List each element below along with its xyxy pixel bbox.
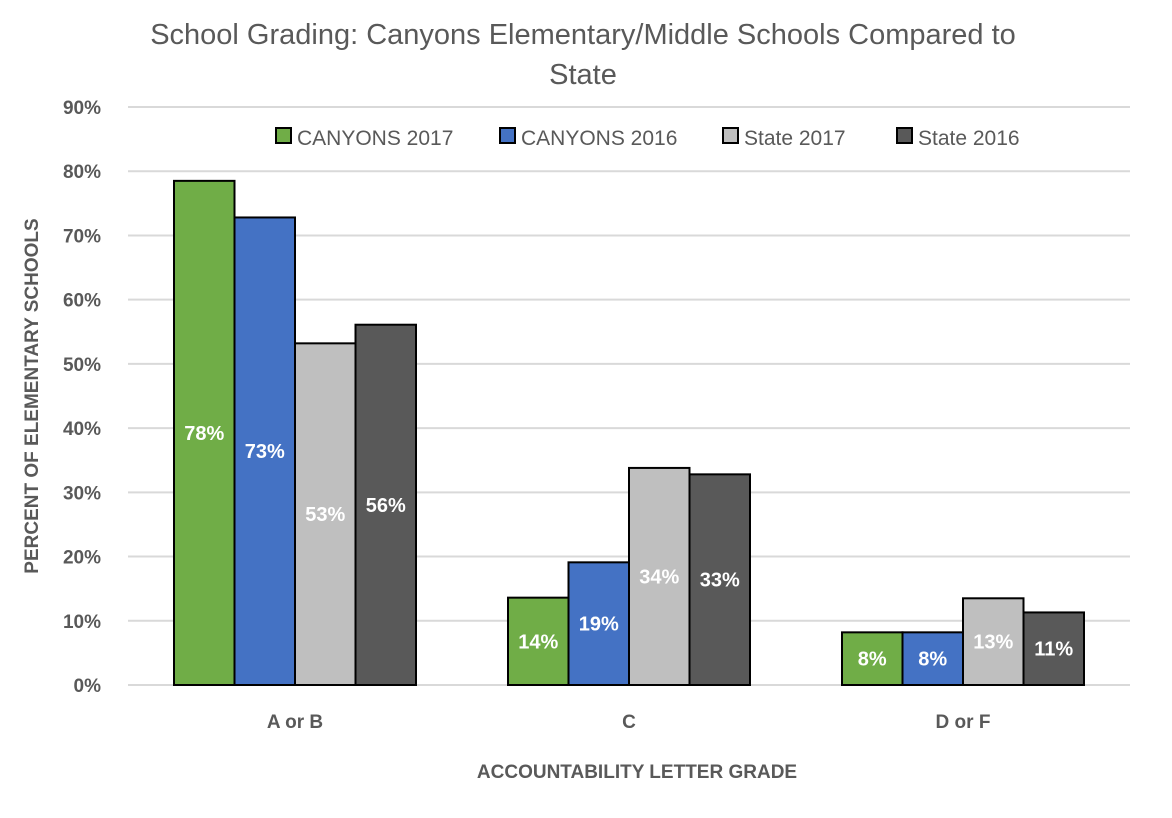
bar-canyons-2017-d-or-f bbox=[841, 631, 904, 686]
bar-state-2016-d-or-f bbox=[1022, 611, 1085, 687]
x-tick-label: A or B bbox=[267, 712, 323, 733]
data-label: 53% bbox=[305, 504, 345, 526]
y-tick-label: 60% bbox=[63, 291, 101, 312]
bars bbox=[173, 179, 1085, 687]
bar-canyons-2016-a-or-b bbox=[233, 216, 296, 686]
chart-title-line-2: State bbox=[549, 59, 617, 91]
data-label: 8% bbox=[858, 649, 887, 671]
y-tick-label: 90% bbox=[63, 98, 101, 119]
legend-swatch bbox=[896, 127, 913, 144]
bar-canyons-2016-d-or-f bbox=[901, 631, 964, 686]
bar-state-2017-d-or-f bbox=[962, 597, 1025, 686]
chart-title-line-1: School Grading: Canyons Elementary/Middl… bbox=[150, 19, 1016, 51]
y-tick-label: 40% bbox=[63, 419, 101, 440]
bar-canyons-2016-c bbox=[567, 561, 630, 687]
data-label: 78% bbox=[184, 423, 224, 445]
data-label: 73% bbox=[245, 441, 285, 463]
legend-label: State 2017 bbox=[744, 127, 846, 150]
legend-swatch bbox=[275, 127, 292, 144]
legend-label: State 2016 bbox=[918, 127, 1020, 150]
data-label: 8% bbox=[918, 649, 947, 671]
legend-swatch bbox=[722, 127, 739, 144]
y-tick-label: 80% bbox=[63, 162, 101, 183]
bar-state-2016-c bbox=[688, 473, 751, 686]
legend-item: State 2016 bbox=[896, 127, 1020, 150]
y-tick-label: 50% bbox=[63, 355, 101, 376]
data-label: 56% bbox=[366, 495, 406, 517]
x-tick-label: C bbox=[622, 712, 636, 733]
data-label: 34% bbox=[639, 566, 679, 588]
bar-state-2017-c bbox=[628, 466, 691, 686]
bar-state-2016-a-or-b bbox=[354, 323, 417, 686]
legend: CANYONS 2017 CANYONS 2016 State 2017 State … bbox=[275, 127, 1020, 150]
y-tick-label: 0% bbox=[74, 676, 102, 697]
legend-item: CANYONS 2017 bbox=[275, 127, 453, 150]
x-axis-title: ACCOUNTABILITY LETTER GRADE bbox=[477, 762, 797, 783]
y-axis-ticks: 0% 10% 20% 30% 40% 50% 60% 70% 80% 90% bbox=[63, 98, 101, 697]
x-axis-ticks: A or B C D or F bbox=[267, 712, 991, 733]
data-label: 13% bbox=[973, 632, 1013, 654]
legend-label: CANYONS 2017 bbox=[297, 127, 453, 150]
bar-canyons-2017-c bbox=[507, 596, 570, 686]
y-tick-label: 10% bbox=[63, 612, 101, 633]
y-tick-label: 70% bbox=[63, 226, 101, 247]
bar-state-2017-a-or-b bbox=[294, 342, 357, 686]
chart-title: School Grading: Canyons Elementary/Middl… bbox=[150, 19, 1016, 91]
y-tick-label: 30% bbox=[63, 483, 101, 504]
legend-item: State 2017 bbox=[722, 127, 846, 150]
data-label: 11% bbox=[1034, 639, 1073, 661]
x-tick-label: D or F bbox=[936, 712, 991, 733]
data-labels: 78% 73% 53% 56% 14% 19% 34% 33% 8% 8% 13% 11% bbox=[184, 423, 1073, 671]
legend-item: CANYONS 2016 bbox=[499, 127, 677, 150]
y-axis-title: PERCENT OF ELEMENTARY SCHOOLS bbox=[22, 218, 43, 573]
data-label: 19% bbox=[579, 614, 619, 636]
legend-label: CANYONS 2016 bbox=[521, 127, 677, 150]
y-tick-label: 20% bbox=[63, 548, 101, 569]
data-label: 14% bbox=[518, 631, 558, 653]
data-label: 33% bbox=[700, 570, 740, 592]
legend-swatch bbox=[499, 127, 516, 144]
